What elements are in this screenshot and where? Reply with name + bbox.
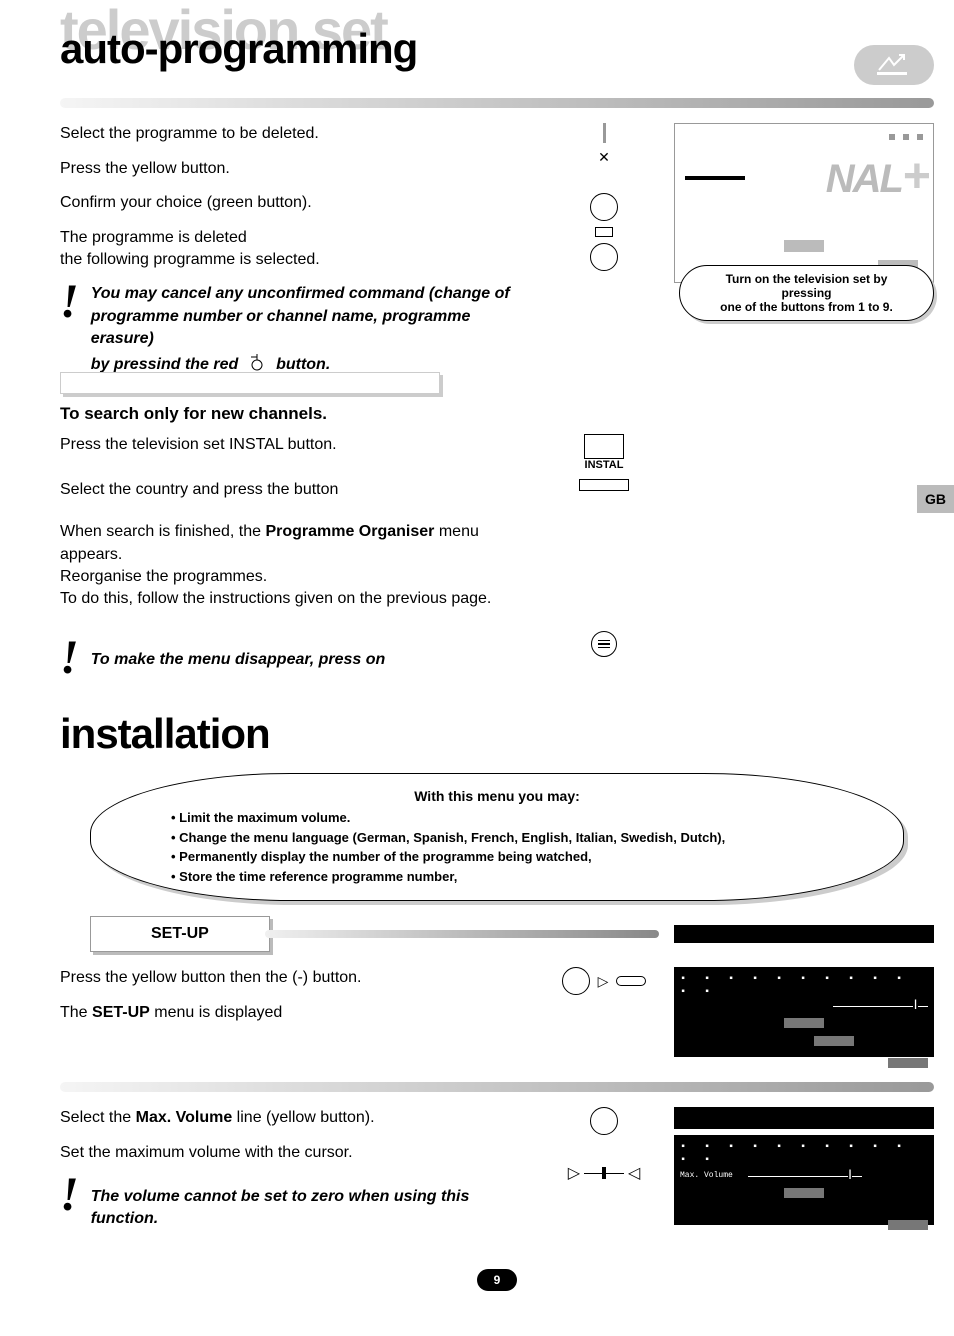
installation-info-oval: With this menu you may: • Limit the maxi… [90, 773, 904, 901]
cursor-slider-icon: ▷ ◁ [568, 1163, 641, 1183]
remote-buttons-icon: ✕ [590, 123, 618, 271]
instruction-text: Select the country and press the button [60, 479, 534, 501]
maxvol-screen: ▪ ▪ ▪ ▪ ▪ ▪ ▪ ▪ ▪ ▪ ▪ ▪ Max. Volume ┃ [674, 1135, 934, 1225]
instruction-text: Press the yellow button then the (-) but… [60, 967, 534, 989]
tv-caption: Turn on the television set by pressing o… [679, 265, 934, 321]
instruction-text: The programme is deleted [60, 227, 534, 249]
main-title: auto-programming [60, 25, 934, 73]
menu-button-icon [591, 631, 617, 657]
page-header: television set auto-programming [60, 5, 934, 73]
yellow-minus-button-icon: ▷ [562, 967, 647, 995]
instruction-text: Press the television set INSTAL button. [60, 434, 534, 456]
note-text: To make the menu disappear, press on [91, 639, 386, 671]
setup-section-header: SET-UP [60, 916, 934, 952]
section-heading: To search only for new channels. [60, 404, 934, 424]
page-number: 9 [477, 1269, 517, 1291]
note-text: The volume cannot be set to zero when us… [91, 1176, 534, 1231]
instruction-text: Select the programme to be deleted. [60, 123, 534, 145]
instruction-text: the following programme is selected. [60, 249, 534, 271]
instruction-text: The SET-UP menu is displayed [60, 1002, 534, 1024]
screen-header [674, 1107, 934, 1129]
instruction-text: Reorganise the programmes. [60, 566, 534, 588]
instruction-text: Press the yellow button. [60, 158, 534, 180]
instruction-text: To do this, follow the instructions give… [60, 588, 534, 610]
instruction-text: When search is finished, the Programme O… [60, 521, 534, 566]
page-badge-icon [854, 45, 934, 85]
divider [60, 1082, 934, 1092]
divider [60, 98, 934, 108]
instal-button-icon: INSTAL [584, 434, 624, 471]
instruction-text: Confirm your choice (green button). [60, 192, 534, 214]
instruction-text: Set the maximum volume with the cursor. [60, 1142, 534, 1164]
setup-screen: ▪ ▪ ▪ ▪ ▪ ▪ ▪ ▪ ▪ ▪ ▪ ▪ ┃ [674, 967, 934, 1057]
installation-heading: installation [60, 710, 934, 758]
button-rect-icon [579, 479, 629, 491]
exclamation-icon: ! [60, 283, 79, 321]
gb-tab: GB [917, 485, 954, 513]
exclamation-icon: ! [60, 1176, 79, 1214]
yellow-button-icon [590, 1107, 618, 1135]
tv-illustration: NAL+ [674, 123, 934, 283]
exclamation-icon: ! [60, 639, 79, 677]
instruction-text: Select the Max. Volume line (yellow butt… [60, 1107, 534, 1129]
note-text: You may cancel any unconfirmed command (… [91, 283, 534, 378]
